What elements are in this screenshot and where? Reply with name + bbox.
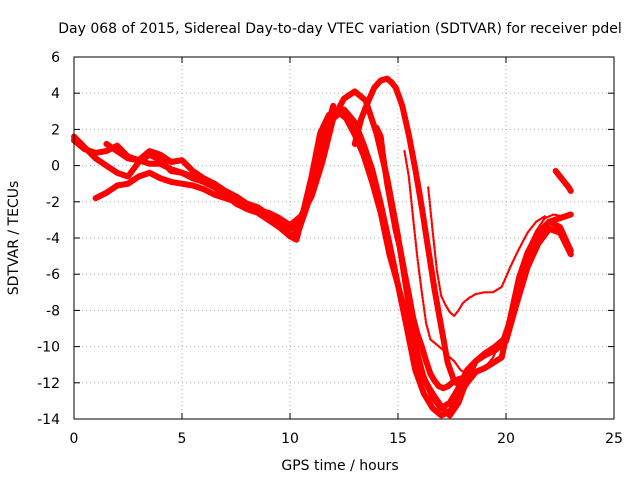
x-axis-label: GPS time / hours	[281, 458, 398, 474]
y-tick-label: -4	[46, 231, 60, 247]
x-tick-label: 5	[178, 431, 187, 447]
y-tick-label: 2	[51, 122, 60, 138]
series-trace-9	[552, 168, 574, 194]
x-tick-label: 25	[605, 431, 623, 447]
y-tick-label: -6	[46, 267, 60, 283]
y-tick-label: 4	[51, 86, 60, 102]
series-trace-4	[71, 102, 337, 240]
x-tick-label: 0	[70, 431, 79, 447]
series-trace-2	[92, 106, 574, 412]
series-trace-5	[351, 75, 464, 390]
series-trace-7	[403, 150, 572, 375]
y-tick-label: -2	[46, 195, 60, 211]
y-axis-label: SDTVAR / TECUs	[6, 181, 22, 296]
y-tick-label: -12	[37, 376, 60, 392]
chart-title: Day 068 of 2015, Sidereal Day-to-day VTE…	[58, 21, 622, 37]
series-trace-3	[103, 88, 574, 419]
x-tick-label: 15	[389, 431, 407, 447]
x-tick-label: 20	[497, 431, 515, 447]
x-tick-label: 10	[281, 431, 299, 447]
plot-frame	[73, 56, 615, 420]
series-layer	[71, 75, 574, 419]
y-tick-label: -8	[46, 303, 60, 319]
ticks: 0 5 10 15 20 25 -14 -12 -10 -8 -6 -4 -2 0 2 4 6	[37, 50, 623, 447]
y-tick-label: -10	[37, 340, 60, 356]
series-trace-6	[373, 124, 468, 392]
y-tick-label: -14	[37, 412, 60, 428]
y-tick-label: 0	[51, 159, 60, 175]
series-trace-8	[427, 186, 547, 317]
y-tick-label: 6	[51, 50, 60, 66]
